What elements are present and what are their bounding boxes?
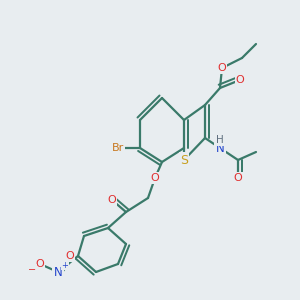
Text: Br: Br (112, 143, 124, 153)
Text: O: O (36, 259, 44, 269)
Text: O: O (66, 251, 74, 261)
Text: O: O (236, 75, 244, 85)
Text: N: N (216, 142, 224, 154)
Text: −: − (28, 265, 36, 275)
Text: O: O (108, 195, 116, 205)
Text: H: H (216, 135, 224, 145)
Text: O: O (218, 63, 226, 73)
Text: N: N (54, 266, 62, 278)
Text: O: O (151, 173, 159, 183)
Text: O: O (234, 173, 242, 183)
Text: S: S (180, 154, 188, 166)
Text: +: + (61, 260, 68, 269)
